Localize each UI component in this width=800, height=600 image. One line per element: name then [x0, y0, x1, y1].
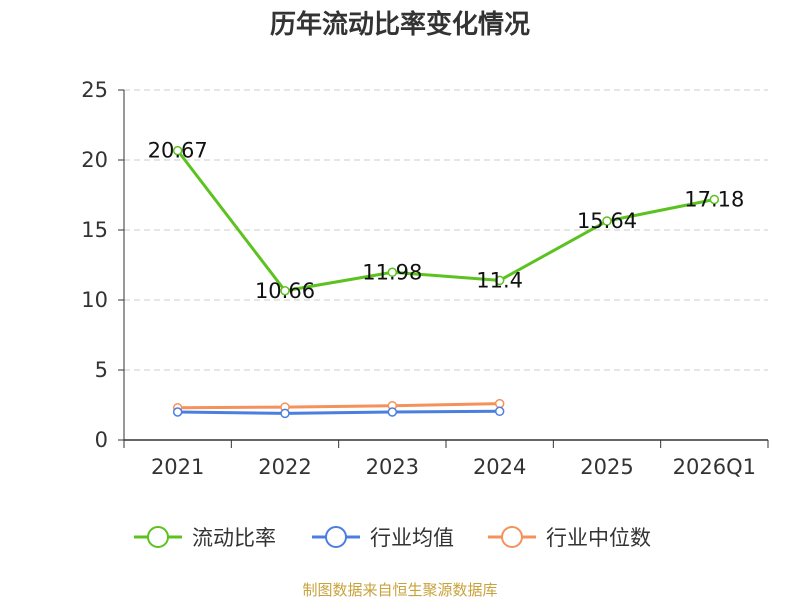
- x-tick-label: 2024: [473, 455, 526, 479]
- grid-lines: [124, 89, 768, 371]
- data-point[interactable]: [387, 407, 398, 417]
- series-line-1: [177, 409, 500, 415]
- legend-marker: [147, 526, 169, 548]
- data-point[interactable]: [172, 145, 183, 156]
- data-point[interactable]: [172, 407, 183, 417]
- data-label: 17.18: [684, 187, 744, 211]
- series-line-2: [177, 402, 500, 410]
- data-point[interactable]: [709, 194, 720, 205]
- legend[interactable]: 流动比率 行业均值 行业中位数: [134, 526, 651, 550]
- data-point[interactable]: [494, 406, 505, 417]
- x-tick-label: 2021: [151, 455, 204, 479]
- series-lines: [172, 145, 720, 419]
- x-tick-label: 2023: [366, 455, 419, 479]
- data-point[interactable]: [494, 398, 505, 409]
- y-tick-label: 0: [95, 428, 108, 452]
- y-tick-label: 5: [95, 358, 108, 382]
- data-point[interactable]: [280, 408, 290, 419]
- legend-label: 流动比率: [192, 526, 276, 550]
- y-tick-label: 15: [81, 218, 108, 242]
- legend-marker: [325, 526, 347, 548]
- y-tick-label: 25: [81, 78, 108, 102]
- data-label: 10.66: [255, 279, 315, 303]
- data-label: 11.98: [362, 260, 422, 284]
- x-tick-label: 2025: [580, 455, 633, 479]
- data-label: 20.67: [148, 139, 208, 163]
- legend-marker: [501, 526, 523, 548]
- legend-item-1[interactable]: 行业均值: [312, 526, 454, 550]
- chart-title: 历年流动比率变化情况: [270, 9, 530, 40]
- data-labels: 20.67 10.66 11.98 11.4 15.64 17.18: [148, 139, 745, 303]
- data-point[interactable]: [387, 267, 398, 278]
- source-note: 制图数据来自恒生聚源数据库: [302, 581, 497, 599]
- legend-label: 行业中位数: [546, 526, 651, 550]
- series-line-0: [176, 149, 715, 293]
- y-tick-label: 10: [81, 288, 108, 312]
- data-label: 11.4: [476, 268, 523, 292]
- x-tick-label: 2022: [258, 455, 311, 479]
- legend-item-2[interactable]: 行业中位数: [488, 526, 651, 550]
- data-point[interactable]: [602, 216, 612, 226]
- y-tick-label: 20: [81, 148, 108, 172]
- legend-item-0[interactable]: 流动比率: [134, 526, 276, 550]
- data-label: 15.64: [577, 209, 637, 233]
- x-tick-label: 2026Q1: [673, 455, 756, 479]
- data-point[interactable]: [280, 286, 290, 296]
- data-point[interactable]: [494, 275, 505, 286]
- legend-label: 行业均值: [370, 526, 454, 550]
